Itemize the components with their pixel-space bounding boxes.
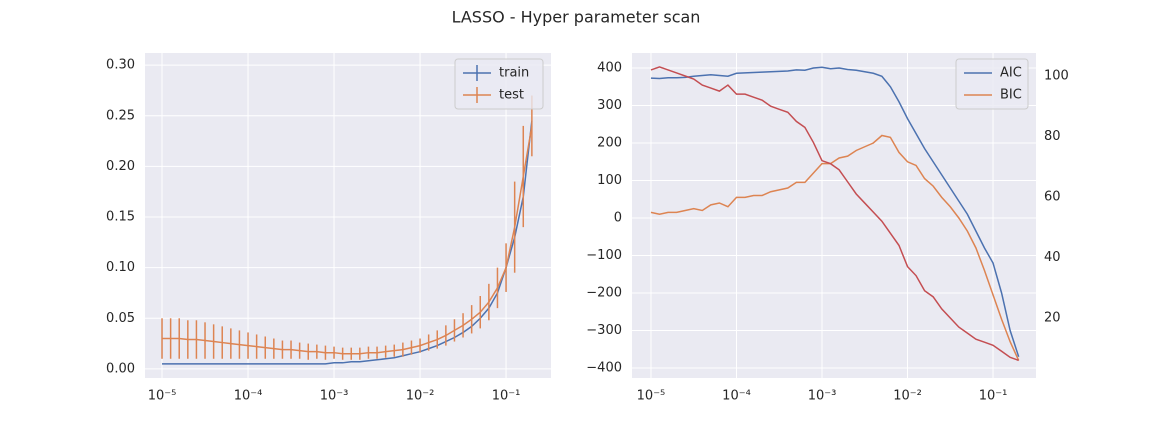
legend-label: test — [499, 88, 524, 103]
x-tick-label: 10⁻⁴ — [234, 389, 263, 404]
y-tick-label: 0.15 — [106, 210, 135, 225]
y-tick-label: 0.05 — [106, 311, 135, 326]
y-tick-label: 300 — [597, 98, 622, 113]
y2-tick-label: 100 — [1044, 68, 1069, 83]
y-tick-label: 0.30 — [106, 58, 135, 73]
y-tick-label: −300 — [586, 323, 622, 338]
series-line — [650, 66, 1020, 357]
legend-label: BIC — [1000, 88, 1022, 103]
y2-tick-label: 80 — [1044, 129, 1061, 144]
x-tick-label: 10⁻¹ — [492, 389, 521, 404]
y-tick-label: 100 — [597, 173, 622, 188]
legend-box — [955, 58, 1029, 110]
x-tick-label: 10⁻¹ — [979, 389, 1008, 404]
y-tick-label: 0.00 — [106, 361, 135, 376]
y-tick-label: 0.25 — [106, 108, 135, 123]
y-tick-label: −400 — [586, 360, 622, 375]
series-line — [650, 66, 1019, 362]
y-tick-label: 200 — [597, 135, 622, 150]
x-tick-label: 10⁻² — [406, 389, 435, 404]
y-tick-label: 400 — [597, 60, 622, 75]
series-line — [162, 125, 533, 355]
x-tick-label: 10⁻⁵ — [637, 389, 666, 404]
x-tick-label: 10⁻⁴ — [722, 389, 751, 404]
figure-title: LASSO - Hyper parameter scan — [452, 8, 701, 27]
y2-tick-label: 60 — [1044, 190, 1061, 205]
y-tick-label: −200 — [586, 285, 622, 300]
x-tick-label: 10⁻⁵ — [148, 389, 177, 404]
y-tick-label: −100 — [586, 248, 622, 263]
legend-label: AIC — [1000, 66, 1022, 81]
y-tick-label: 0.20 — [106, 159, 135, 174]
y-tick-label: 0.10 — [106, 260, 135, 275]
legend-label: train — [499, 66, 529, 81]
y2-tick-label: 40 — [1044, 250, 1061, 265]
x-tick-label: 10⁻² — [893, 389, 922, 404]
y-tick-label: 0 — [614, 210, 622, 225]
y2-tick-label: 20 — [1044, 311, 1061, 326]
series-line — [650, 134, 1020, 361]
x-tick-label: 10⁻³ — [808, 389, 837, 404]
x-tick-label: 10⁻³ — [320, 389, 349, 404]
series-line — [162, 120, 533, 365]
